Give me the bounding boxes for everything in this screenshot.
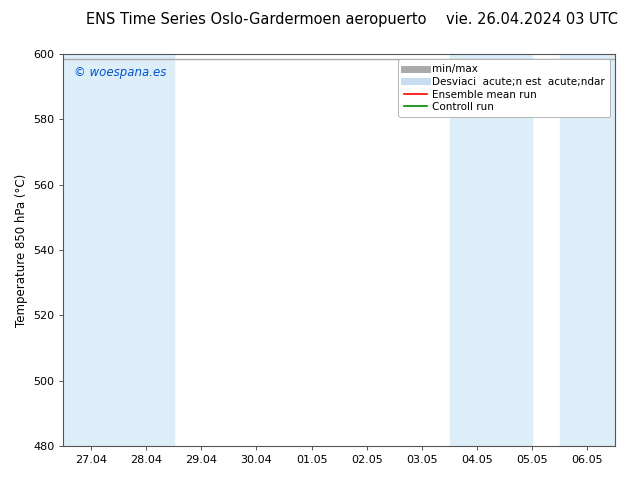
- Text: ENS Time Series Oslo-Gardermoen aeropuerto: ENS Time Series Oslo-Gardermoen aeropuer…: [86, 12, 427, 27]
- Legend: min/max, Desviaci  acute;n est  acute;ndar, Ensemble mean run, Controll run: min/max, Desviaci acute;n est acute;ndar…: [399, 59, 610, 117]
- Text: © woespana.es: © woespana.es: [74, 66, 167, 79]
- Text: vie. 26.04.2024 03 UTC: vie. 26.04.2024 03 UTC: [446, 12, 618, 27]
- Bar: [560, 54, 615, 446]
- Y-axis label: Temperature 850 hPa (°C): Temperature 850 hPa (°C): [15, 173, 27, 326]
- Bar: [450, 54, 533, 446]
- Bar: [63, 54, 174, 446]
